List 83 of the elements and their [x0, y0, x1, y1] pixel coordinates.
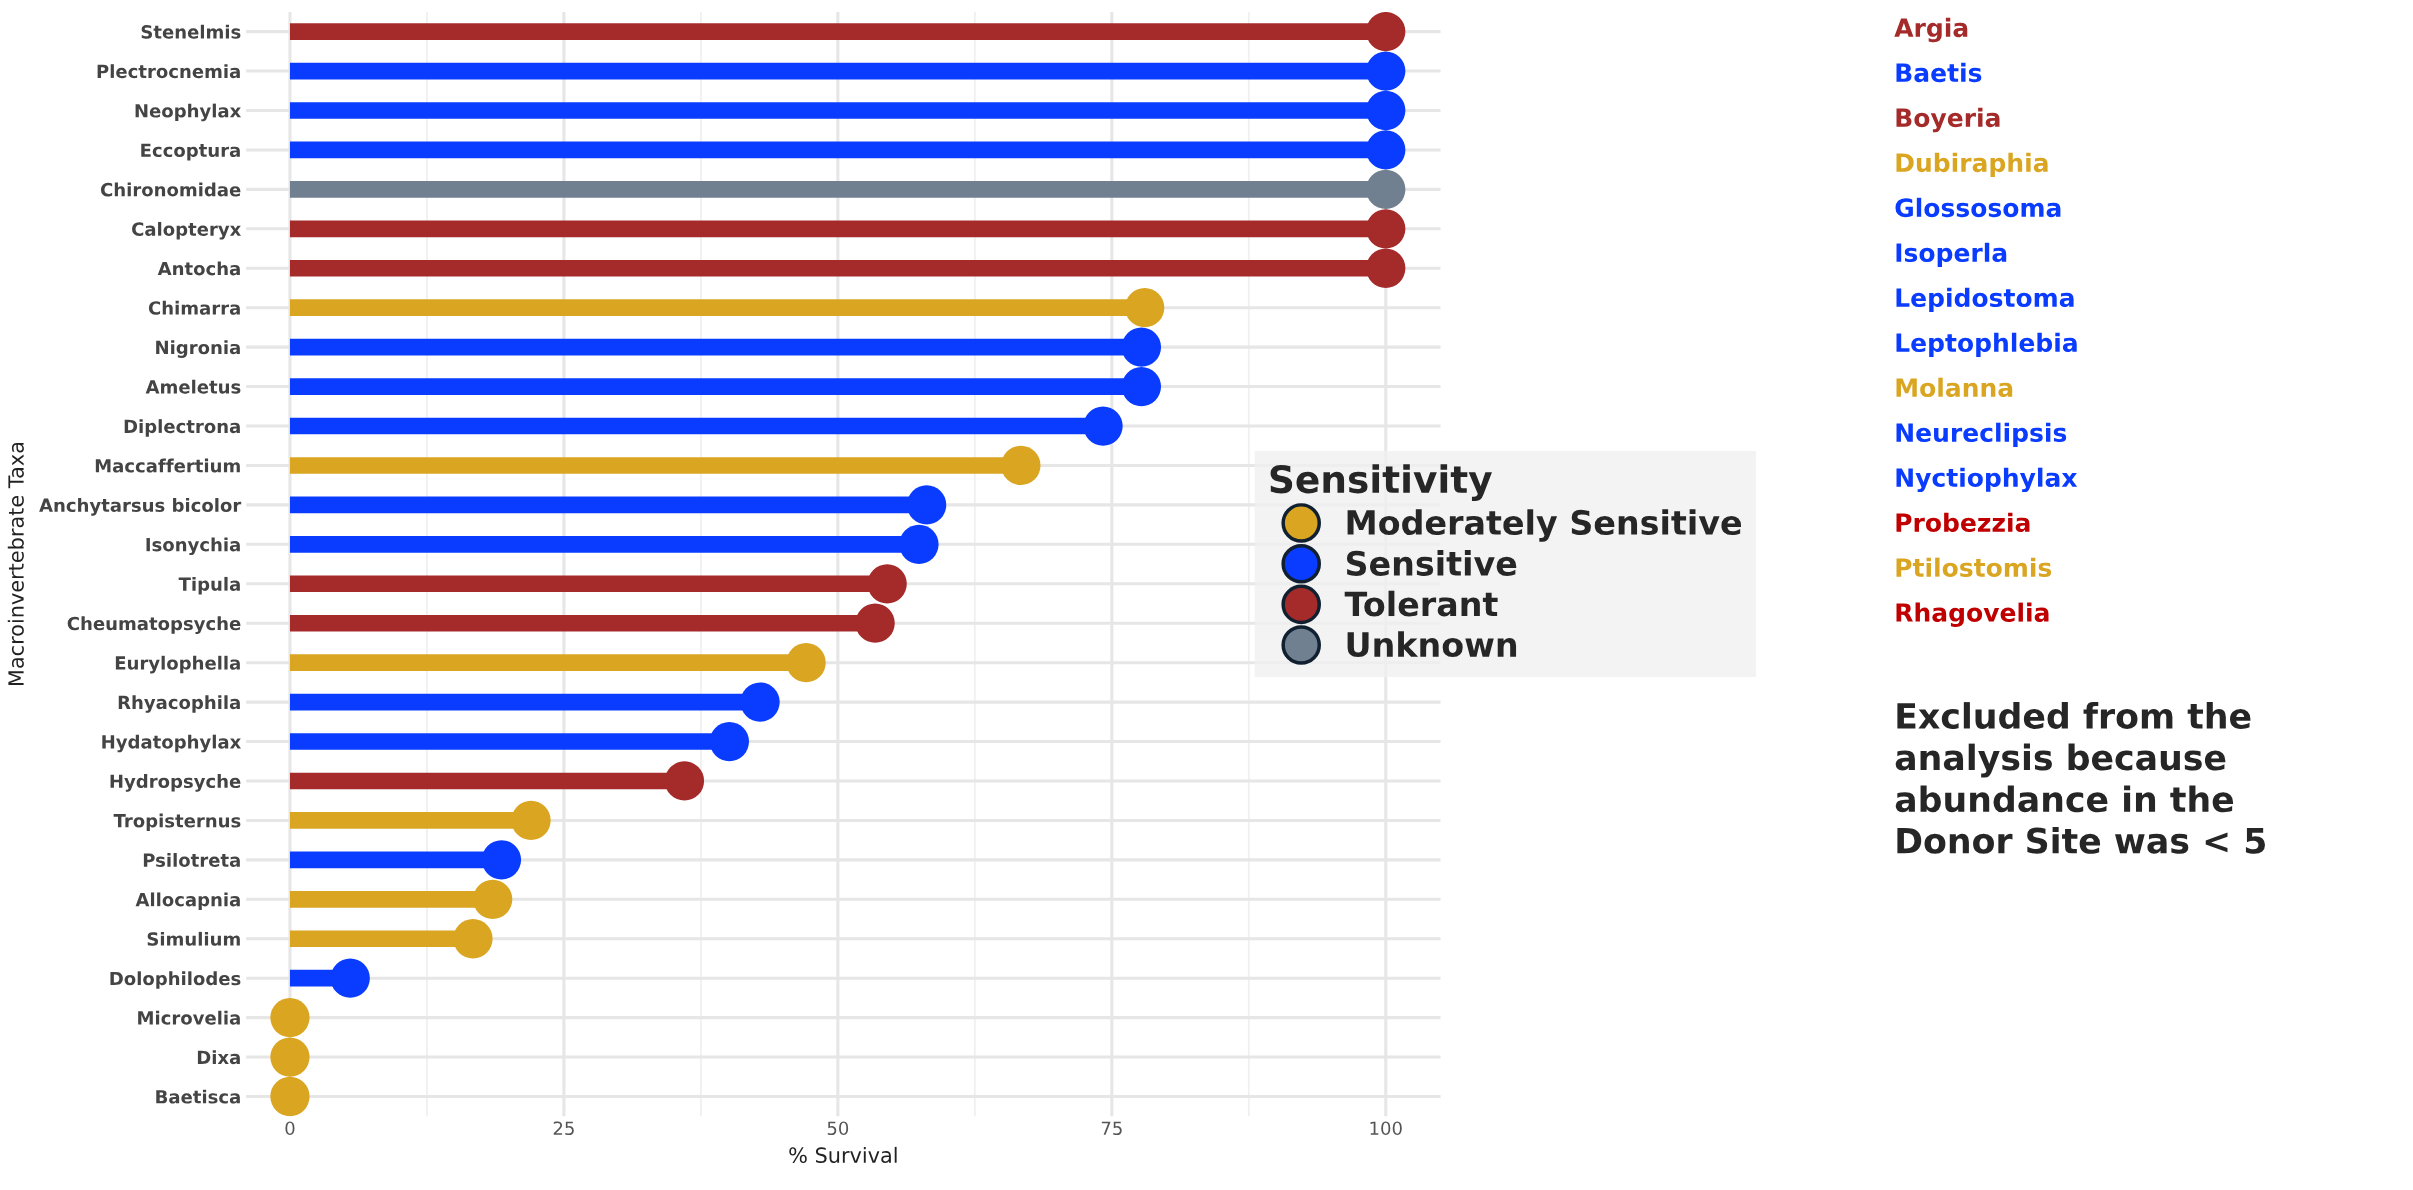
point [330, 958, 370, 998]
y-tick-label: Rhyacophila [118, 695, 240, 713]
point [855, 603, 895, 643]
legend-label: Tolerant [1344, 590, 1498, 617]
category-label: Rhagovelia [1896, 602, 2049, 628]
y-tick-label: Neophylax [135, 103, 241, 122]
y-tick-label: Psilotreta [143, 853, 240, 867]
y-axis-title: Macroinvertebrate Taxa [7, 442, 24, 686]
y-tick-label: Plectrocnemia [97, 64, 240, 79]
y-tick-label: Diplectrona [124, 419, 240, 437]
point [1121, 366, 1162, 407]
y-tick-label: Isonychia [146, 537, 240, 556]
y-tick-label: Chironomidae [100, 182, 241, 197]
category-label: Boyeria [1896, 107, 2000, 133]
y-tick-label: Tipula [178, 576, 240, 595]
y-tick-label: Eccoptura [141, 143, 240, 161]
y-tick-label: Baetisca [156, 1089, 240, 1104]
category-label: Molanna [1896, 377, 2013, 398]
y-tick-label: Maccaffertium [95, 458, 240, 473]
point [1366, 130, 1406, 170]
x-tick-label: 100 [1370, 1121, 1402, 1136]
point [1125, 288, 1165, 328]
y-tick-label: Allocapnia [135, 892, 240, 910]
point [1083, 406, 1123, 446]
category-label: Probezzia [1896, 512, 2030, 532]
legend-label: Moderately Sensitive [1347, 509, 1741, 542]
y-tick-label: Hydropsyche [110, 774, 241, 792]
point [786, 643, 826, 683]
y-tick-label: Cheumatopsyche [67, 616, 241, 634]
legend-label: Sensitive [1346, 550, 1517, 576]
point [1366, 209, 1406, 249]
y-tick-label: Eurylophella [115, 655, 240, 674]
point [270, 997, 310, 1038]
x-tick-label: 0 [285, 1121, 295, 1136]
y-tick-label: Microvelia [138, 1010, 240, 1025]
y-tick-label: Dixa [197, 1050, 240, 1065]
point [1366, 248, 1406, 288]
category-label: Ptilostomis [1896, 557, 2052, 577]
point [270, 1076, 310, 1117]
point [906, 485, 947, 525]
point [1366, 51, 1406, 91]
category-label: Nyctiophylax [1896, 467, 2078, 493]
point [664, 761, 705, 801]
y-tick-label: Stenelmis [141, 24, 241, 39]
x-tick-label: 25 [553, 1121, 574, 1136]
x-tick-label: 75 [1101, 1121, 1122, 1136]
point [1001, 445, 1041, 486]
y-tick-label: Hydatophylax [102, 734, 241, 753]
y-tick-label: Antocha [157, 261, 240, 276]
category-label: Isoperla [1896, 242, 2007, 267]
y-tick-label: Ameletus [145, 379, 241, 394]
point [511, 800, 551, 841]
category-label: Baetis [1896, 62, 1982, 83]
y-tick-label: Anchytarsus bicolor [39, 498, 242, 516]
point [1366, 11, 1406, 52]
category-label: Dubiraphia [1896, 152, 2048, 177]
text: Excluded from the analysis because abundance in the Donor Site was < 5 [1895, 702, 2265, 854]
point [473, 879, 513, 919]
point [1366, 90, 1406, 131]
category-label: Argia [1894, 17, 1968, 43]
category-label: Lepidostoma [1896, 287, 2074, 312]
category-label: Leptophlebia [1896, 332, 2077, 357]
point [270, 1037, 310, 1077]
point [867, 564, 907, 604]
legend-label: Unknown [1347, 631, 1517, 658]
point [481, 840, 522, 880]
y-tick-label: Dolophilodes [110, 971, 241, 989]
point [453, 919, 493, 959]
point [709, 721, 750, 762]
x-tick-label: 50 [827, 1121, 849, 1136]
category-label: Neureclipsis [1896, 422, 2067, 447]
category-label: Glossosoma [1895, 197, 2061, 218]
y-tick-label: Chimarra [148, 300, 240, 315]
y-tick-label: Simulium [147, 931, 240, 946]
point [899, 524, 939, 564]
x-axis-title: % Survival [789, 1146, 897, 1164]
point [740, 682, 780, 722]
point [1121, 327, 1162, 367]
y-tick-label: Tropisternus [113, 813, 241, 832]
point [1366, 169, 1406, 210]
y-tick-label: Nigronia [156, 340, 240, 358]
legend-title: Sensitivity [1270, 464, 1492, 501]
y-tick-label: Calopteryx [132, 221, 241, 240]
